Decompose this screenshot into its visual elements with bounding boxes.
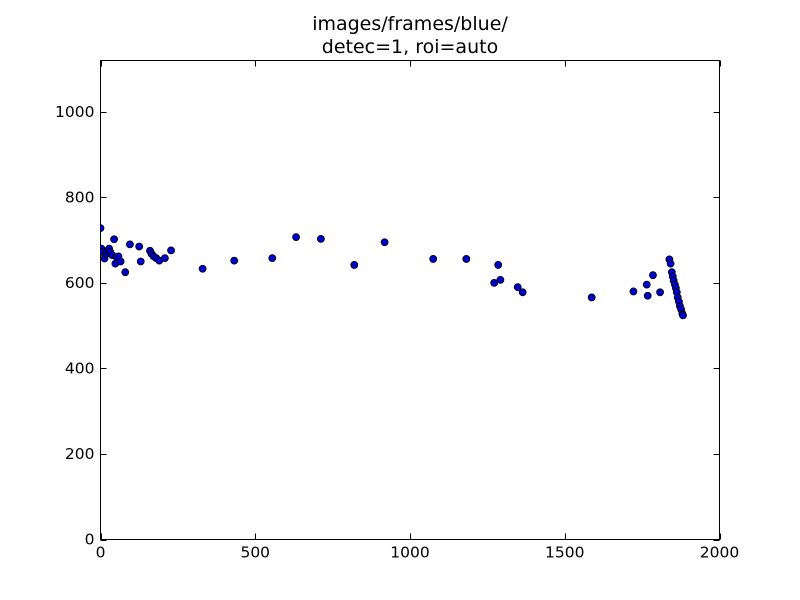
y-tick-label: 800	[65, 188, 95, 206]
data-point	[513, 283, 522, 292]
chart-title-line-2: detec=1, roi=auto	[322, 36, 498, 58]
data-point	[292, 233, 301, 242]
data-point	[135, 242, 144, 251]
data-points	[100, 224, 687, 320]
data-point	[268, 254, 277, 262]
data-point	[643, 291, 652, 300]
chart-title: images/frames/blue/ detec=1, roi=auto	[312, 13, 508, 58]
data-point	[316, 234, 325, 243]
plot-area-frame	[100, 60, 720, 540]
data-point	[350, 261, 359, 269]
data-point	[494, 261, 503, 269]
chart-title-line-1: images/frames/blue/	[312, 13, 508, 35]
data-point	[666, 259, 675, 268]
data-point	[116, 257, 125, 266]
data-point	[100, 224, 105, 233]
data-point	[518, 288, 527, 297]
data-point	[380, 238, 389, 247]
y-tick-label: 1000	[55, 103, 94, 121]
data-point	[230, 256, 239, 265]
data-point	[429, 255, 438, 263]
x-tick-label: 0	[96, 544, 106, 562]
x-tick-label: 1500	[545, 544, 584, 562]
data-point	[160, 254, 169, 262]
data-point	[110, 235, 119, 244]
data-point	[587, 293, 596, 302]
y-tick-label: 0	[85, 531, 95, 549]
data-point	[490, 278, 499, 287]
data-point	[656, 288, 664, 297]
data-point	[649, 271, 657, 280]
axis-tick-labels: 0 500 1000 1500 2000 0 200 400 600 800 1000	[55, 103, 739, 562]
data-point	[462, 255, 471, 263]
data-point	[136, 257, 145, 266]
y-tick-label: 600	[65, 274, 95, 292]
x-tick-label: 1000	[390, 544, 429, 562]
data-point	[642, 280, 651, 289]
data-point	[198, 264, 207, 273]
data-point	[121, 268, 130, 277]
data-point	[496, 275, 505, 284]
x-tick-label: 2000	[700, 544, 739, 562]
data-point	[167, 246, 175, 255]
data-point	[679, 311, 687, 320]
y-tick-label: 400	[65, 359, 95, 377]
x-tick-label: 500	[240, 544, 270, 562]
axis-ticks	[100, 60, 721, 541]
y-tick-label: 200	[65, 445, 95, 463]
data-point	[126, 240, 134, 249]
data-point	[629, 287, 638, 296]
